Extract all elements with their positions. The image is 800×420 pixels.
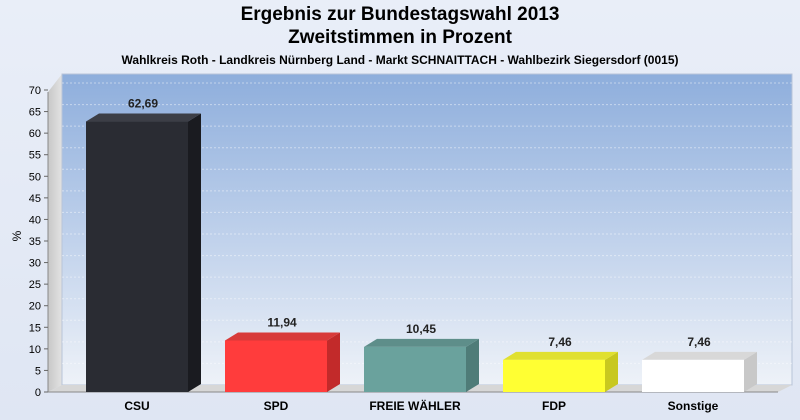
data-label: 62,69 — [128, 97, 158, 111]
y-tick-label: 65 — [29, 107, 41, 119]
y-tick-label: 45 — [29, 193, 41, 205]
bar-fdp: 7,46 — [503, 335, 618, 392]
y-axis-label: % — [10, 230, 24, 241]
bar-spd: 11,94 — [225, 315, 340, 392]
data-label: 11,94 — [267, 315, 297, 329]
bar-side — [605, 351, 618, 392]
x-tick-label: FREIE WÄHLER — [369, 398, 461, 413]
data-label: 10,45 — [406, 322, 436, 336]
bar-sonstige: 7,46 — [642, 335, 757, 392]
bar-csu: 62,69 — [86, 97, 201, 393]
bar-top — [86, 113, 201, 122]
y-tick-label: 10 — [29, 344, 41, 356]
y-tick-label: 0 — [35, 387, 41, 399]
y-tick-label: 60 — [29, 128, 41, 140]
x-tick-label: FDP — [542, 399, 566, 413]
y-tick-label: 35 — [29, 236, 41, 248]
y-tick-label: 50 — [29, 171, 41, 183]
x-tick-label: CSU — [124, 399, 149, 413]
y-tick-label: 20 — [29, 301, 41, 313]
y-tick-label: 40 — [29, 214, 41, 226]
y-tick-label: 25 — [29, 279, 41, 291]
x-tick-label: SPD — [264, 399, 289, 413]
x-tick-label: Sonstige — [668, 399, 719, 413]
y-tick-label: 70 — [29, 85, 41, 97]
data-label: 7,46 — [548, 335, 572, 349]
bar-front — [86, 121, 188, 393]
chart-title-line2: Zweitstimmen in Prozent — [288, 27, 512, 48]
bar-freie-wähler: 10,45 — [364, 322, 479, 392]
y-tick-label: 5 — [35, 365, 41, 377]
bar-front — [642, 359, 744, 392]
bar-top — [225, 332, 340, 341]
bar-side — [188, 113, 201, 393]
y-tick-label: 55 — [29, 150, 41, 162]
left-wall — [48, 74, 62, 392]
bar-front — [503, 359, 605, 392]
bar-side — [327, 332, 340, 392]
bar-front — [225, 340, 327, 392]
bar-front — [364, 346, 466, 392]
chart-subtitle: Wahlkreis Roth - Landkreis Nürnberg Land… — [121, 53, 679, 67]
chart-title: Ergebnis zur Bundestagswahl 2013 — [240, 4, 560, 25]
bar-top — [642, 351, 757, 360]
y-tick-label: 30 — [29, 258, 41, 270]
bar-side — [744, 351, 757, 392]
bar-top — [364, 338, 479, 347]
bar-top — [503, 351, 618, 360]
bar-side — [466, 338, 479, 392]
data-label: 7,46 — [687, 335, 711, 349]
y-tick-label: 15 — [29, 322, 41, 334]
